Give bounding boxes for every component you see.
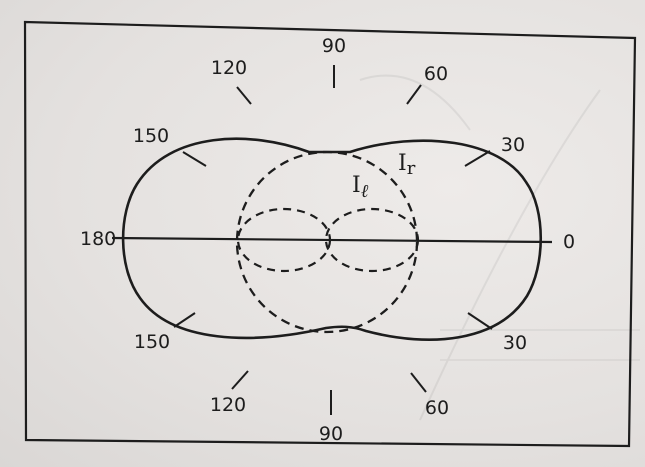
- angle-label-150-lower: 150: [134, 331, 170, 353]
- angle-label-120-lower: 120: [210, 394, 246, 416]
- horizontal-axis-line: [111, 236, 553, 244]
- tick-30-lower: [467, 312, 493, 330]
- tick-60-upper: [406, 84, 422, 105]
- angle-label-150-upper: 150: [133, 125, 169, 147]
- angle-ticks: [173, 65, 493, 415]
- tick-150-upper: [182, 151, 207, 167]
- angle-label-0: 0: [563, 231, 575, 253]
- angle-label-30-upper: 30: [501, 134, 525, 156]
- curve-label-right-subscript: r: [407, 158, 416, 179]
- tick-120-upper: [236, 86, 252, 105]
- angle-label-60-lower: 60: [425, 397, 449, 419]
- curve-label-left: Iℓ: [352, 173, 369, 202]
- angle-label-120-upper: 120: [211, 57, 247, 79]
- tick-150-lower: [173, 312, 196, 328]
- tick-60-lower: [410, 372, 427, 393]
- angle-label-90-upper: 90: [322, 35, 346, 57]
- curve-label-right-main: I: [398, 151, 407, 176]
- tick-120-lower: [231, 370, 249, 390]
- angle-label-180: 180: [80, 228, 116, 250]
- angle-label-90-lower: 90: [319, 423, 343, 445]
- outer-frame: [23, 20, 637, 448]
- curve-label-right: Ir: [398, 151, 416, 179]
- curve-label-left-main: I: [352, 173, 361, 198]
- angle-label-30-lower: 30: [503, 332, 527, 354]
- angle-label-60-upper: 60: [424, 63, 448, 85]
- curve-label-left-subscript: ℓ: [361, 181, 369, 202]
- outer-intensity-curve: [121, 137, 543, 341]
- tick-30-upper: [464, 150, 491, 167]
- background-bleed-through: [359, 74, 640, 421]
